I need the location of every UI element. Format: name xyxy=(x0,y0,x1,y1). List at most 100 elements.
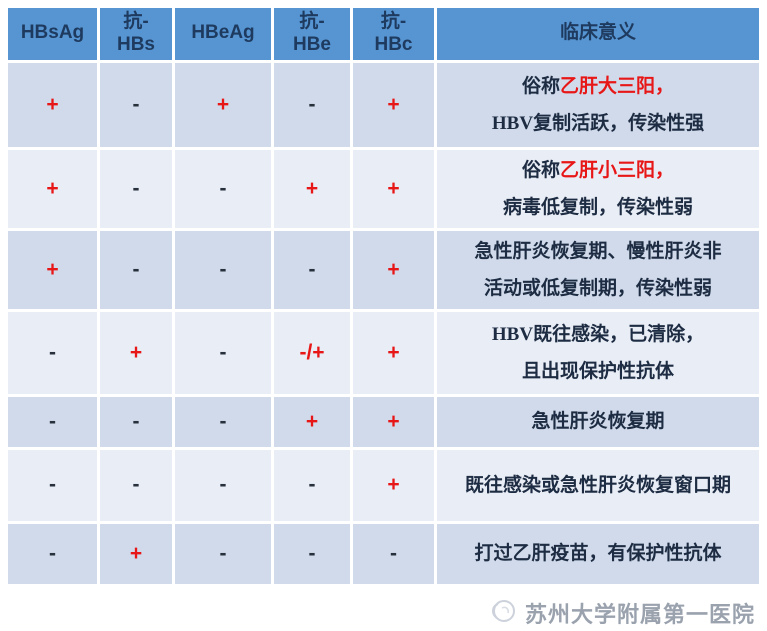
serology-cell: - xyxy=(8,311,97,394)
serology-value: + xyxy=(46,257,59,281)
serology-cell: + xyxy=(353,149,434,228)
highlighted-term: 乙肝小三阳， xyxy=(560,159,675,181)
serology-cell: + xyxy=(8,149,97,228)
serology-value: - xyxy=(132,92,140,116)
serology-cell: + xyxy=(100,523,172,584)
table-row: - - - - + 既往感染或急性肝炎恢复窗口期 xyxy=(8,449,759,521)
serology-value: - xyxy=(219,176,227,200)
highlighted-term: 乙肝大三阳， xyxy=(560,75,675,97)
hbv-serology-table: HBsAg 抗- HBs HBeAg 抗- HBe 抗- HBc 临床意义 + - +… xyxy=(5,5,762,587)
serology-value: + xyxy=(305,176,319,200)
serology-value: + xyxy=(305,409,319,433)
serology-cell: + xyxy=(274,149,350,228)
table-row: + - - + + 俗称乙肝小三阳， 病毒低复制，传染性弱 xyxy=(8,149,759,228)
serology-cell: -/+ xyxy=(274,311,350,394)
serology-cell: - xyxy=(175,449,271,521)
serology-value: + xyxy=(129,340,143,364)
serology-cell: - xyxy=(175,311,271,394)
serology-cell: - xyxy=(353,523,434,584)
column-header-label: 抗- xyxy=(299,11,325,32)
clinical-meaning-cell: HBV既往感染，已清除， 且出现保护性抗体 xyxy=(437,311,759,394)
serology-value: + xyxy=(387,340,400,364)
serology-cell: - xyxy=(175,523,271,584)
serology-value: - xyxy=(49,541,56,565)
serology-value: + xyxy=(46,92,59,116)
clinical-meaning-cell: 打过乙肝疫苗，有保护性抗体 xyxy=(437,523,759,584)
serology-value: - xyxy=(132,473,140,497)
hospital-logo-icon xyxy=(488,596,518,631)
column-header-label: HBsAg xyxy=(20,22,85,44)
serology-cell: - xyxy=(274,523,350,584)
serology-value: - xyxy=(49,473,56,497)
serology-value: - xyxy=(219,473,227,497)
serology-value: - xyxy=(132,257,140,281)
serology-cell: + xyxy=(175,62,271,147)
serology-cell: + xyxy=(8,62,97,147)
serology-value: - xyxy=(49,409,56,433)
serology-value: + xyxy=(46,176,59,200)
hospital-watermark-text: 苏州大学附属第一医院 xyxy=(524,602,755,628)
serology-value: -/+ xyxy=(299,340,325,364)
serology-value: + xyxy=(387,473,400,497)
serology-cell: + xyxy=(100,311,172,394)
serology-cell: + xyxy=(353,62,434,147)
serology-cell: - xyxy=(274,230,350,309)
serology-value: - xyxy=(308,541,316,565)
serology-cell: - xyxy=(100,449,172,521)
table-row: - + - -/+ + HBV既往感染，已清除， 且出现保护性抗体 xyxy=(8,311,759,394)
column-header-label: 抗- xyxy=(380,11,407,32)
serology-cell: - xyxy=(274,449,350,521)
serology-cell: - xyxy=(274,62,350,147)
serology-value: - xyxy=(219,257,227,281)
serology-cell: + xyxy=(353,396,434,447)
clinical-meaning-cell: 急性肝炎恢复期 xyxy=(437,396,759,447)
serology-value: + xyxy=(129,541,143,565)
serology-value: + xyxy=(387,92,400,116)
column-header-hbsag: HBsAg xyxy=(8,8,97,60)
watermark-footer: 苏州大学附属第一医院 xyxy=(0,596,755,631)
serology-value: - xyxy=(390,541,397,565)
clinical-meaning-cell: 俗称乙肝大三阳， HBV复制活跃，传染性强 xyxy=(437,62,759,147)
column-header-anti-hbc: 抗- HBc xyxy=(353,8,434,60)
clinical-meaning-cell: 急性肝炎恢复期、慢性肝炎非 活动或低复制期，传染性弱 xyxy=(437,230,759,309)
serology-value: - xyxy=(132,176,140,200)
serology-cell: - xyxy=(175,230,271,309)
clinical-meaning-cell: 俗称乙肝小三阳， 病毒低复制，传染性弱 xyxy=(437,149,759,228)
column-header-label: 抗- xyxy=(123,11,149,32)
serology-value: - xyxy=(219,541,227,565)
table-row: + - - - + 急性肝炎恢复期、慢性肝炎非 活动或低复制期，传染性弱 xyxy=(8,230,759,309)
serology-cell: - xyxy=(100,230,172,309)
serology-cell: - xyxy=(8,396,97,447)
table-row: - + - - - 打过乙肝疫苗，有保护性抗体 xyxy=(8,523,759,584)
serology-cell: + xyxy=(353,311,434,394)
serology-value: + xyxy=(387,409,400,433)
serology-cell: + xyxy=(353,230,434,309)
column-header-anti-hbe: 抗- HBe xyxy=(274,8,350,60)
column-header-clinical-meaning: 临床意义 xyxy=(437,8,759,60)
table-header-row: HBsAg 抗- HBs HBeAg 抗- HBe 抗- HBc 临床意义 xyxy=(8,8,759,60)
serology-cell: + xyxy=(8,230,97,309)
table-row: + - + - + 俗称乙肝大三阳， HBV复制活跃，传染性强 xyxy=(8,62,759,147)
serology-value: - xyxy=(219,409,227,433)
serology-value: + xyxy=(387,257,400,281)
serology-cell: + xyxy=(274,396,350,447)
serology-value: - xyxy=(308,473,316,497)
column-header-label: 临床意义 xyxy=(559,22,636,44)
serology-value: + xyxy=(216,92,230,116)
serology-value: + xyxy=(387,176,400,200)
serology-cell: - xyxy=(175,396,271,447)
serology-cell: + xyxy=(353,449,434,521)
serology-cell: - xyxy=(100,396,172,447)
serology-cell: - xyxy=(175,149,271,228)
serology-value: - xyxy=(308,257,316,281)
serology-value: - xyxy=(132,409,140,433)
serology-cell: - xyxy=(8,523,97,584)
serology-value: - xyxy=(219,340,227,364)
table-row: - - - + + 急性肝炎恢复期 xyxy=(8,396,759,447)
serology-value: - xyxy=(49,340,56,364)
serology-cell: - xyxy=(8,449,97,521)
serology-cell: - xyxy=(100,62,172,147)
serology-cell: - xyxy=(100,149,172,228)
column-header-anti-hbs: 抗- HBs xyxy=(100,8,172,60)
serology-value: - xyxy=(308,92,316,116)
